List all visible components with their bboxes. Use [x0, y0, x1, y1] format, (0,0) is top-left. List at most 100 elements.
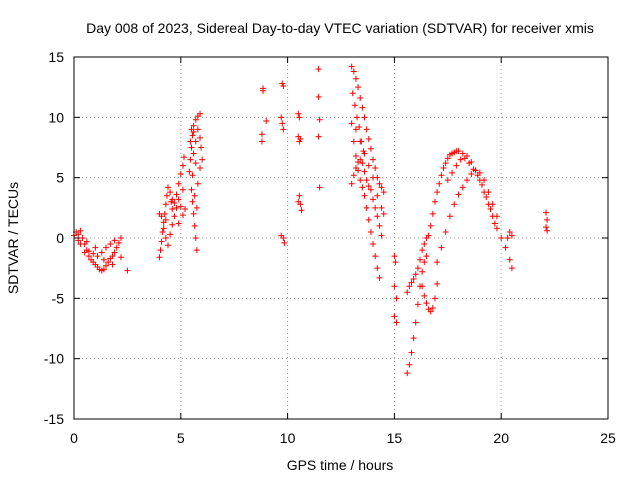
data-point — [315, 66, 322, 73]
data-point — [370, 241, 377, 248]
data-point — [453, 162, 460, 169]
y-axis-label: SDTVAR / TECUs — [5, 182, 21, 294]
data-point — [103, 262, 110, 269]
series-midday-sparse — [258, 66, 323, 246]
data-point — [173, 191, 180, 198]
data-point — [363, 126, 370, 133]
data-point — [493, 225, 500, 232]
data-point — [175, 220, 182, 227]
data-point — [350, 138, 357, 145]
data-point — [457, 156, 464, 163]
data-point — [359, 160, 366, 167]
data-point — [455, 148, 462, 155]
y-tick-label: 10 — [48, 109, 64, 125]
data-point — [181, 154, 188, 161]
data-point — [410, 335, 417, 342]
y-tick-label: -10 — [44, 351, 64, 367]
data-point — [280, 235, 287, 241]
data-point — [367, 145, 374, 152]
data-point — [83, 238, 90, 245]
data-point — [378, 204, 385, 211]
data-point — [434, 280, 441, 287]
data-point — [77, 227, 84, 234]
data-point — [429, 304, 436, 311]
data-point — [438, 172, 445, 179]
data-point — [159, 228, 166, 235]
data-point — [190, 210, 197, 217]
data-point — [459, 184, 466, 191]
data-point — [189, 172, 196, 179]
data-point — [412, 319, 419, 326]
data-point — [508, 265, 515, 272]
data-point — [487, 206, 494, 213]
data-point — [544, 216, 551, 223]
data-point — [408, 279, 415, 286]
data-point — [543, 224, 550, 231]
data-point — [192, 160, 199, 167]
data-point — [357, 177, 364, 184]
data-point — [438, 244, 445, 251]
data-point — [419, 247, 426, 254]
data-point — [455, 191, 462, 198]
data-point — [199, 156, 206, 163]
data-point — [352, 152, 359, 159]
data-point — [156, 210, 163, 217]
data-point — [434, 189, 441, 196]
data-point — [489, 201, 496, 208]
data-point — [464, 177, 471, 184]
data-point — [380, 210, 387, 217]
data-point — [169, 206, 176, 213]
x-tick-label: 10 — [280, 430, 296, 446]
data-point — [367, 186, 374, 193]
data-point — [171, 213, 178, 220]
data-point — [189, 132, 196, 139]
data-point — [105, 259, 112, 266]
data-point — [260, 87, 267, 94]
data-point — [107, 241, 114, 248]
data-point — [193, 204, 200, 211]
data-point — [279, 120, 286, 127]
data-point — [192, 138, 199, 145]
data-point — [442, 160, 449, 167]
x-tick-label: 0 — [70, 430, 78, 446]
data-point — [481, 177, 488, 184]
data-point — [298, 207, 305, 214]
data-point — [376, 222, 383, 229]
data-point — [348, 120, 355, 127]
data-point — [162, 235, 169, 241]
data-point — [493, 213, 500, 220]
x-tick-label: 15 — [387, 430, 403, 446]
data-point — [392, 259, 399, 266]
data-point — [427, 308, 434, 315]
data-point — [75, 231, 82, 238]
data-point — [355, 84, 362, 91]
data-point — [194, 180, 201, 187]
data-point — [352, 165, 359, 172]
data-point — [391, 313, 398, 320]
data-point — [167, 189, 174, 196]
data-point — [425, 232, 432, 239]
data-point — [98, 249, 105, 256]
data-point — [363, 177, 370, 184]
data-point — [391, 283, 398, 290]
data-point — [113, 244, 120, 251]
data-point — [162, 201, 169, 208]
data-point — [111, 237, 118, 244]
data-point — [258, 131, 265, 138]
data-point — [419, 268, 426, 275]
data-point — [459, 150, 466, 157]
data-point — [193, 247, 200, 254]
data-point — [444, 177, 451, 184]
data-point — [491, 220, 498, 227]
data-point — [188, 186, 195, 193]
data-point — [190, 128, 197, 135]
data-point — [175, 180, 182, 187]
data-point — [483, 193, 490, 200]
data-point — [192, 235, 199, 241]
data-point — [358, 138, 365, 145]
data-point — [444, 155, 451, 162]
data-point — [192, 116, 199, 123]
data-point — [372, 204, 379, 211]
data-point — [543, 209, 550, 216]
data-point — [263, 117, 270, 124]
